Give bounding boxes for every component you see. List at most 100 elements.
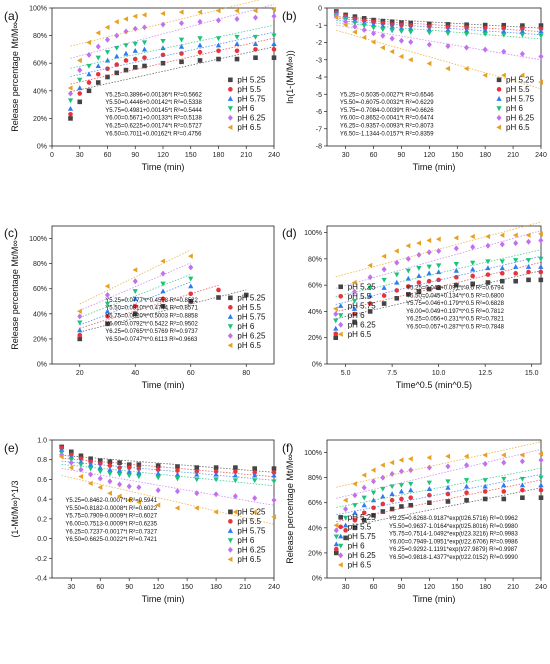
data-point [499, 241, 505, 248]
x-tick-label: 30 [342, 152, 350, 159]
x-tick-label: 40 [131, 370, 139, 377]
data-point [520, 23, 525, 28]
data-point [117, 481, 123, 488]
data-point [405, 268, 411, 274]
y-tick-label: 0.4 [37, 497, 47, 504]
data-point [538, 53, 544, 60]
data-point [445, 484, 451, 490]
x-tick-label: 60 [370, 584, 378, 591]
fit-equation: Y5.75=0.7909-0.0009*t R²=0.6027 [65, 514, 157, 520]
x-tick-label: 90 [125, 584, 133, 591]
fit-line [79, 284, 219, 329]
fit-line [61, 457, 275, 478]
data-point [501, 48, 507, 55]
data-point [426, 480, 432, 486]
data-point [426, 454, 432, 461]
x-tick-label: 120 [424, 584, 436, 591]
data-point [482, 478, 488, 483]
data-point [398, 457, 404, 463]
x-tick-label: 30 [342, 584, 350, 591]
data-point [215, 42, 222, 48]
data-point [485, 242, 491, 249]
data-point [333, 331, 339, 337]
data-point [407, 57, 413, 63]
data-point [252, 466, 257, 471]
y-tick-label: 40% [33, 88, 47, 95]
data-point [380, 21, 386, 26]
data-point [380, 493, 386, 499]
series-pH-5_5 [77, 284, 221, 338]
data-point [215, 17, 222, 24]
fit-line [336, 20, 542, 36]
data-point [482, 22, 488, 28]
data-point [389, 497, 395, 503]
data-point [389, 470, 395, 477]
data-point [105, 321, 110, 327]
data-point [197, 49, 203, 55]
data-point [361, 26, 367, 33]
x-tick-label: 90 [398, 584, 406, 591]
data-point [352, 481, 357, 487]
data-point [352, 503, 358, 508]
data-point [178, 9, 184, 15]
data-point [538, 277, 544, 283]
x-tick-label: 5.0 [341, 370, 351, 377]
legend-marker [496, 87, 502, 92]
data-point [370, 497, 377, 503]
data-point [370, 490, 377, 496]
panel-label: (c) [4, 226, 18, 240]
data-point [333, 14, 339, 21]
data-point [398, 488, 405, 494]
data-point [252, 495, 258, 502]
legend-marker [228, 77, 233, 83]
data-point [155, 470, 161, 476]
data-point [253, 47, 258, 52]
data-point [464, 497, 469, 503]
legend-label: pH 6 [348, 542, 365, 551]
data-point [216, 287, 221, 293]
data-point [482, 460, 488, 467]
x-tick-label: 90 [398, 152, 406, 159]
legend-label: pH 5.25 [237, 508, 266, 517]
data-point [132, 48, 138, 53]
fit-line [61, 460, 275, 481]
y-tick-label: 40% [33, 311, 47, 318]
data-point [97, 475, 103, 482]
data-point [160, 303, 166, 309]
data-point [67, 90, 74, 97]
data-point [512, 232, 518, 238]
fit-equation: Y5.50=-0.6075-0.0032*t R²=0.6229 [340, 100, 434, 106]
data-point [271, 470, 277, 475]
data-point [68, 116, 73, 121]
y-tick-label: 60% [33, 286, 47, 293]
data-point [538, 237, 544, 244]
data-point [380, 23, 386, 29]
data-point [482, 452, 488, 458]
data-point [67, 98, 74, 104]
x-tick-label: 240 [535, 152, 547, 159]
data-point [132, 267, 138, 273]
data-point [117, 460, 122, 465]
data-point [58, 454, 64, 460]
data-point [464, 25, 469, 30]
legend-label: pH 5.25 [237, 294, 266, 303]
y-tick-label: 1.0 [37, 438, 47, 445]
data-point [405, 255, 411, 262]
series-pH-6 [67, 24, 277, 104]
x-axis-label: Time (min) [142, 594, 185, 604]
data-point [95, 55, 101, 61]
legend-label: pH 5.5 [506, 85, 530, 94]
series-pH-6 [333, 12, 544, 40]
y-tick-label: -1 [316, 23, 322, 30]
data-point [389, 506, 395, 512]
x-tick-label: 90 [131, 152, 139, 159]
y-tick-label: 0.2 [37, 516, 47, 523]
data-point [132, 303, 138, 309]
data-point [132, 311, 138, 317]
data-point [381, 293, 387, 298]
data-point [234, 48, 240, 54]
data-point [141, 46, 148, 52]
data-point [426, 264, 432, 270]
data-point [538, 495, 544, 501]
fit-equation: Y5.25=0.8462-0.0007*t R²=0.5941 [65, 498, 157, 504]
